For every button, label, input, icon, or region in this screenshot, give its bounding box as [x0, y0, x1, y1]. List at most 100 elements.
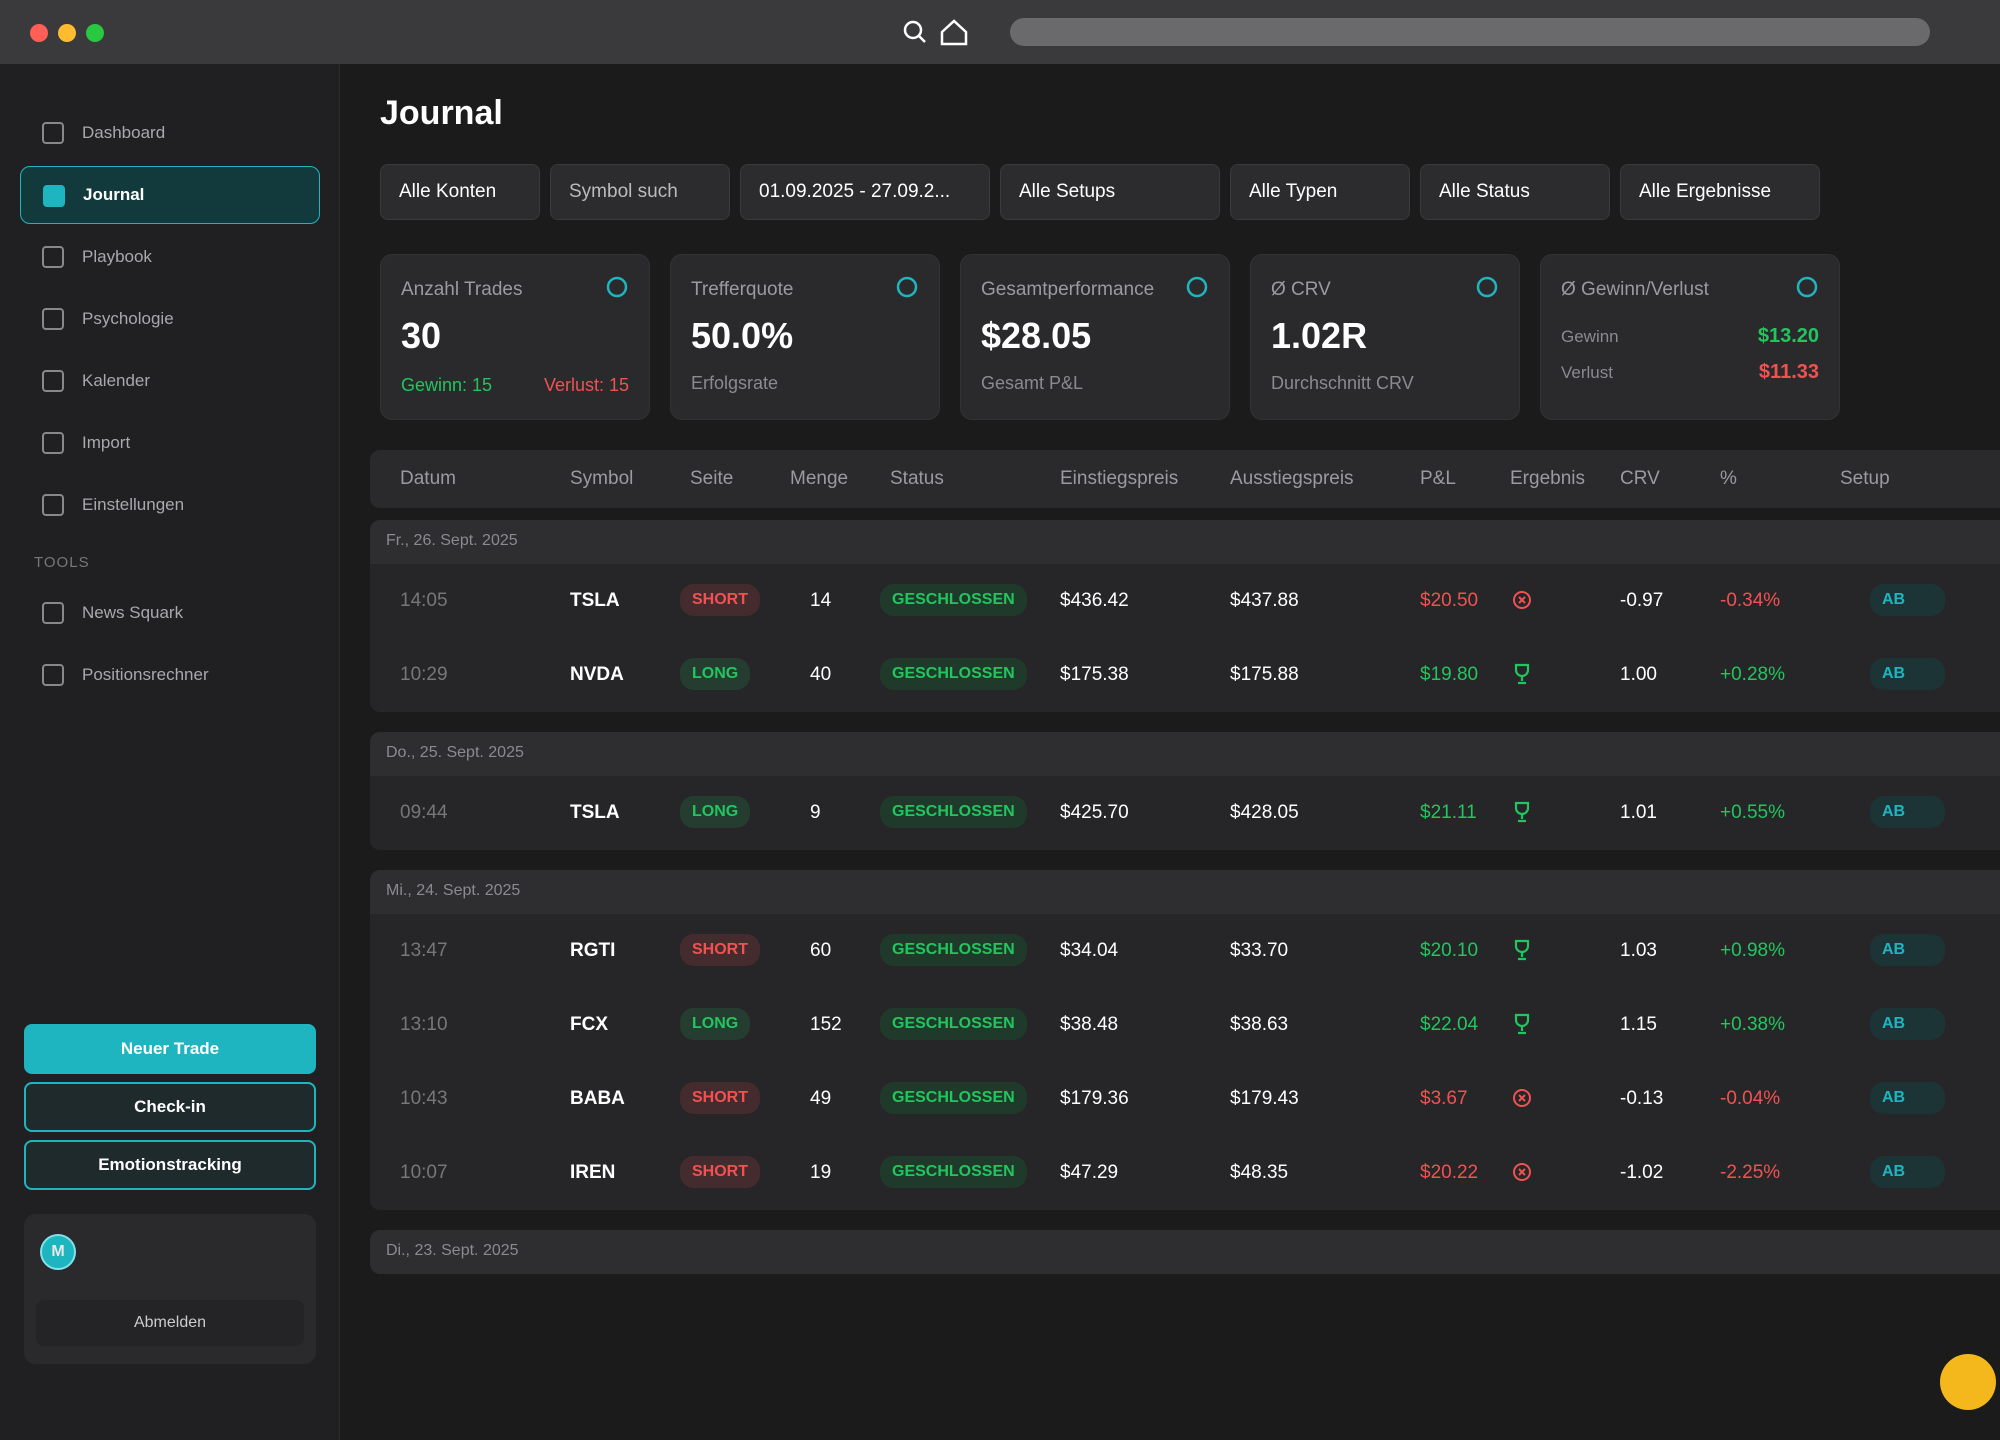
percent: +0.98% — [1720, 940, 1785, 961]
nav-item[interactable]: Playbook — [20, 228, 320, 286]
column-header: Ausstiegspreis — [1230, 468, 1354, 489]
quantity: 14 — [810, 590, 832, 611]
action-button[interactable]: Check-in — [24, 1082, 316, 1132]
side-badge: SHORT — [680, 1082, 760, 1114]
quantity: 40 — [810, 664, 832, 685]
percent: +0.38% — [1720, 1014, 1785, 1035]
filter[interactable]: Symbol such — [550, 164, 730, 220]
time: 13:10 — [400, 1014, 448, 1035]
tool-item[interactable]: Positionsrechner — [20, 646, 320, 704]
result-icon — [1510, 662, 1534, 691]
crv: 1.03 — [1620, 940, 1657, 961]
column-header: Status — [890, 468, 944, 489]
stat-icon — [1185, 275, 1209, 304]
column-header: Datum — [400, 468, 456, 489]
url-bar[interactable] — [1010, 18, 1930, 46]
stat-value: 50.0% — [691, 315, 794, 356]
result-icon — [1510, 800, 1534, 829]
symbol: RGTI — [570, 940, 616, 961]
table-header: Datum Symbol Seite Menge Status Einstiegsprei… — [370, 450, 2000, 508]
setup-badge: AB — [1870, 1156, 1946, 1188]
quantity: 49 — [810, 1088, 832, 1109]
status-badge: GESCHLOSSEN — [880, 1156, 1027, 1188]
column-header: Menge — [790, 468, 849, 489]
time: 10:29 — [400, 664, 448, 685]
nav-item[interactable]: Kalender — [20, 352, 320, 410]
stat-value: 30 — [401, 315, 442, 356]
user-panel: M Abmelden — [24, 1214, 316, 1364]
stat-row-value: $11.33 — [1758, 361, 1819, 383]
stat-label: Anzahl Trades — [401, 279, 523, 300]
tool-item[interactable]: News Squark — [20, 584, 320, 642]
group-date: Mi., 24. Sept. 2025 — [370, 870, 2000, 914]
exit-price: $38.63 — [1230, 1014, 1289, 1035]
trade-row[interactable]: 10:43 BABA SHORT 49 GESCHLOSSEN $179.36 $179.4… — [370, 1062, 2000, 1136]
time: 13:47 — [400, 940, 448, 961]
setup-badge: AB — [1870, 1082, 1946, 1114]
close-dot[interactable] — [30, 24, 48, 42]
nav-icon — [42, 602, 64, 624]
stat-row-label: Gewinn — [1561, 327, 1619, 346]
avatar: M — [40, 1234, 76, 1270]
column-header: % — [1720, 468, 1737, 489]
quantity: 9 — [810, 802, 821, 823]
setup-badge: AB — [1870, 796, 1946, 828]
filter[interactable]: Alle Status — [1420, 164, 1610, 220]
trade-row[interactable]: 13:10 FCX LONG 152 GESCHLOSSEN $38.48 $38.63 $2… — [370, 988, 2000, 1062]
stat-label: Trefferquote — [691, 279, 794, 300]
trade-group: Fr., 26. Sept. 2025 14:05 TSLA SHORT 14 GESCH… — [370, 520, 2000, 712]
nav-icon — [42, 494, 64, 516]
exit-price: $175.88 — [1230, 664, 1299, 685]
nav-icon — [42, 432, 64, 454]
percent: -0.34% — [1720, 590, 1781, 611]
nav-item[interactable]: Import — [20, 414, 320, 472]
action-button[interactable]: Neuer Trade — [24, 1024, 316, 1074]
quantity: 152 — [810, 1014, 842, 1035]
symbol: IREN — [570, 1162, 616, 1183]
pnl: $21.11 — [1420, 802, 1477, 823]
column-header: Setup — [1840, 468, 1890, 489]
crv: 1.15 — [1620, 1014, 1657, 1035]
quantity: 60 — [810, 940, 832, 961]
nav-item[interactable]: Journal — [20, 166, 320, 224]
stat-card: Ø CRV 1.02R Durchschnitt CRV — [1250, 254, 1520, 420]
pnl: $22.04 — [1420, 1014, 1479, 1035]
entry-price: $179.36 — [1060, 1088, 1129, 1109]
entry-price: $425.70 — [1060, 802, 1129, 823]
trade-row[interactable]: 10:29 NVDA LONG 40 GESCHLOSSEN $175.38 $175.88… — [370, 638, 2000, 712]
nav-item[interactable]: Einstellungen — [20, 476, 320, 534]
time: 14:05 — [400, 590, 448, 611]
nav-item[interactable]: Psychologie — [20, 290, 320, 348]
logout-button[interactable]: Abmelden — [36, 1300, 304, 1346]
filter[interactable]: 01.09.2025 - 27.09.2... — [740, 164, 990, 220]
filter[interactable]: Alle Setups — [1000, 164, 1220, 220]
trade-row[interactable]: 13:47 RGTI SHORT 60 GESCHLOSSEN $34.04 $33.70 $… — [370, 914, 2000, 988]
stat-label: Gesamtperformance — [981, 279, 1155, 300]
stat-row-value: $13.20 — [1757, 325, 1819, 347]
group-date: Di., 23. Sept. 2025 — [370, 1230, 2000, 1274]
nav-item[interactable]: Dashboard — [20, 104, 320, 162]
help-button — [1940, 1354, 1996, 1415]
status-badge: GESCHLOSSEN — [880, 658, 1027, 690]
maximize-dot[interactable] — [86, 24, 104, 42]
filter[interactable]: Alle Konten — [380, 164, 540, 220]
status-badge: GESCHLOSSEN — [880, 1008, 1027, 1040]
symbol: BABA — [570, 1088, 625, 1109]
stat-sub: Durchschnitt CRV — [1271, 373, 1414, 393]
action-button[interactable]: Emotionstracking — [24, 1140, 316, 1190]
trade-row[interactable]: 14:05 TSLA SHORT 14 GESCHLOSSEN $436.42 $437.8… — [370, 564, 2000, 638]
column-header: P&L — [1420, 468, 1456, 489]
filter[interactable]: Alle Ergebnisse — [1620, 164, 1820, 220]
stat-icon — [605, 275, 629, 304]
status-badge: GESCHLOSSEN — [880, 1082, 1027, 1114]
side-badge: SHORT — [680, 1156, 760, 1188]
filter[interactable]: Alle Typen — [1230, 164, 1410, 220]
nav-icon — [42, 122, 64, 144]
stat-label: Ø Gewinn/Verlust — [1561, 279, 1709, 300]
trade-row[interactable]: 09:44 TSLA LONG 9 GESCHLOSSEN $425.70 $428.05 $… — [370, 776, 2000, 850]
trade-row[interactable]: 10:07 IREN SHORT 19 GESCHLOSSEN $47.29 $48.35 $… — [370, 1136, 2000, 1210]
minimize-dot[interactable] — [58, 24, 76, 42]
entry-price: $38.48 — [1060, 1014, 1119, 1035]
crv: 1.00 — [1620, 664, 1657, 685]
